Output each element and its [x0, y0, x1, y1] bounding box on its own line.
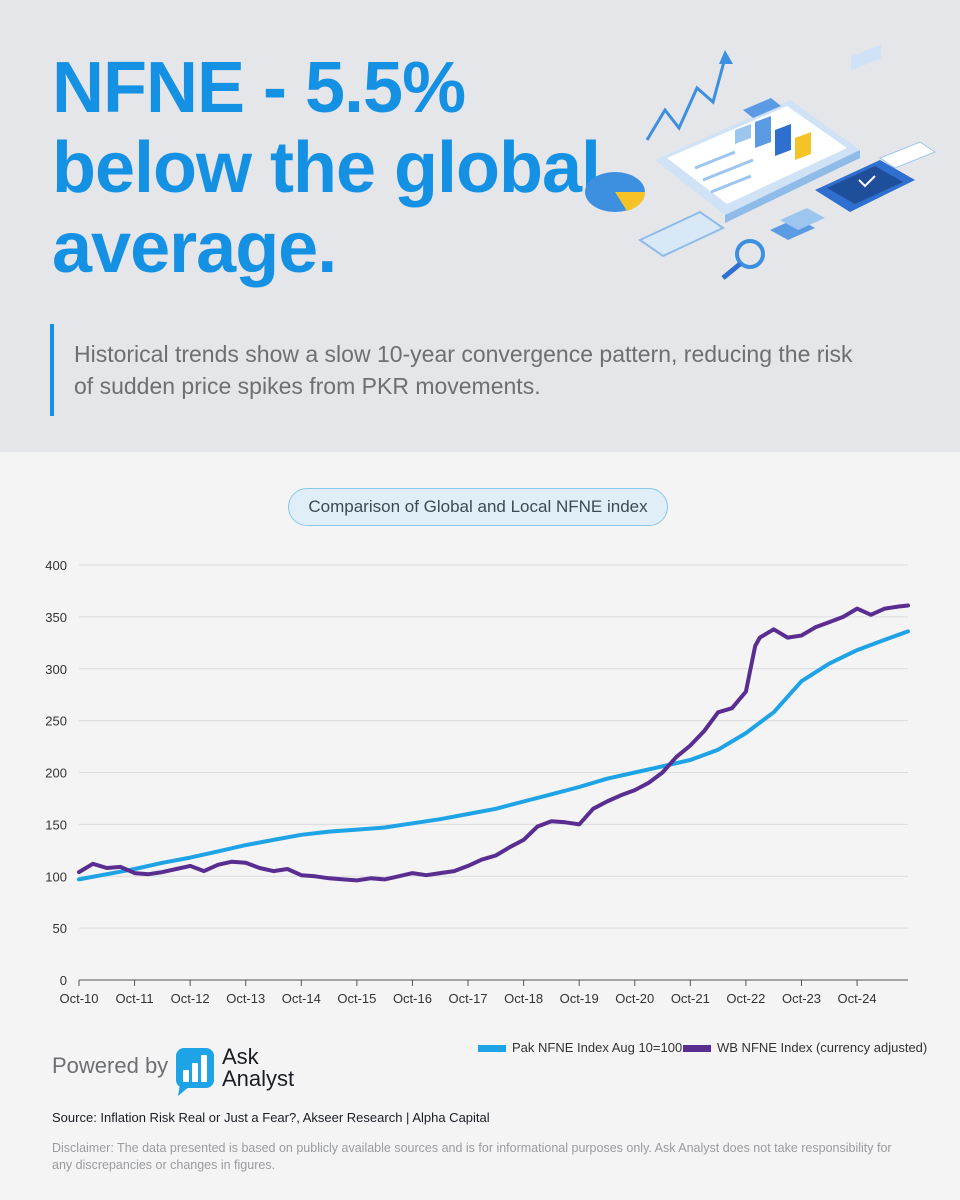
legend-item-pak: Pak NFNE Index Aug 10=100	[478, 1040, 682, 1055]
source-note: Source: Inflation Risk Real or Just a Fe…	[52, 1110, 490, 1125]
quote-bar	[50, 324, 54, 416]
subtitle: Historical trends show a slow 10-year co…	[74, 341, 853, 399]
x-tick-label: Oct-20	[615, 991, 654, 1006]
x-tick-label: Oct-21	[671, 991, 710, 1006]
x-tick-label: Oct-23	[782, 991, 821, 1006]
disclaimer: Disclaimer: The data presented is based …	[52, 1141, 892, 1172]
x-tick-label: Oct-11	[116, 991, 154, 1006]
x-tick-label: Oct-15	[337, 991, 376, 1006]
legend-item-wb: WB NFNE Index (currency adjusted)	[683, 1040, 927, 1055]
x-tick-label: Oct-14	[282, 991, 321, 1006]
x-tick-label: Oct-12	[171, 991, 210, 1006]
x-tick-label: Oct-22	[726, 991, 765, 1006]
line-chart: 0 50 100 150 200 250 300 350 400 Oct-10 Oct-11 Oct-…	[45, 558, 910, 1006]
legend-swatch-pak	[478, 1045, 506, 1053]
legend-label-pak: Pak NFNE Index Aug 10=100	[512, 1040, 683, 1055]
y-tick-label: 150	[45, 817, 67, 832]
x-tick-label: Oct-13	[226, 991, 265, 1006]
y-tick-label: 300	[45, 662, 67, 677]
hero-section: NFNE - 5.5% below the global average.	[0, 0, 960, 452]
legend-swatch-wb	[683, 1045, 711, 1053]
bar-chart-speech-bubble-icon	[176, 1048, 214, 1096]
chart-title: Comparison of Global and Local NFNE inde…	[288, 488, 668, 526]
x-tick-label: Oct-19	[560, 991, 599, 1006]
headline-line-1: NFNE - 5.5%	[52, 48, 466, 128]
headline-line-3: average.	[52, 208, 337, 288]
y-tick-label: 250	[45, 714, 67, 729]
y-tick-label: 200	[45, 766, 67, 781]
finance-report-illustration-icon	[585, 44, 937, 280]
brand-name: Ask Analyst	[222, 1046, 294, 1090]
brand-name-line-1: Ask	[222, 1044, 259, 1069]
x-tick-label: Oct-17	[449, 991, 488, 1006]
x-tick-label: Oct-16	[393, 991, 432, 1006]
x-tick-label: Oct-18	[504, 991, 543, 1006]
headline-line-2: below the global	[52, 128, 601, 208]
series-line-wb	[77, 603, 910, 883]
powered-by-label: Powered by	[52, 1053, 169, 1078]
brand-name-line-2: Analyst	[222, 1066, 295, 1091]
legend-label-wb: WB NFNE Index (currency adjusted)	[717, 1040, 928, 1055]
headline: NFNE - 5.5% below the global average.	[52, 48, 601, 288]
series-line-pak	[77, 629, 910, 882]
y-tick-label: 0	[60, 973, 67, 988]
x-tick-label: Oct-24	[838, 991, 877, 1006]
y-tick-label: 350	[45, 610, 67, 625]
x-tick-label: Oct-10	[59, 991, 98, 1006]
y-tick-label: 50	[53, 921, 67, 936]
y-tick-label: 400	[45, 558, 67, 573]
y-tick-label: 100	[45, 869, 67, 884]
